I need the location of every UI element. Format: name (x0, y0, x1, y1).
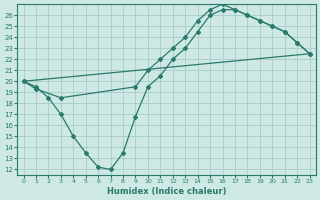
X-axis label: Humidex (Indice chaleur): Humidex (Indice chaleur) (107, 187, 226, 196)
